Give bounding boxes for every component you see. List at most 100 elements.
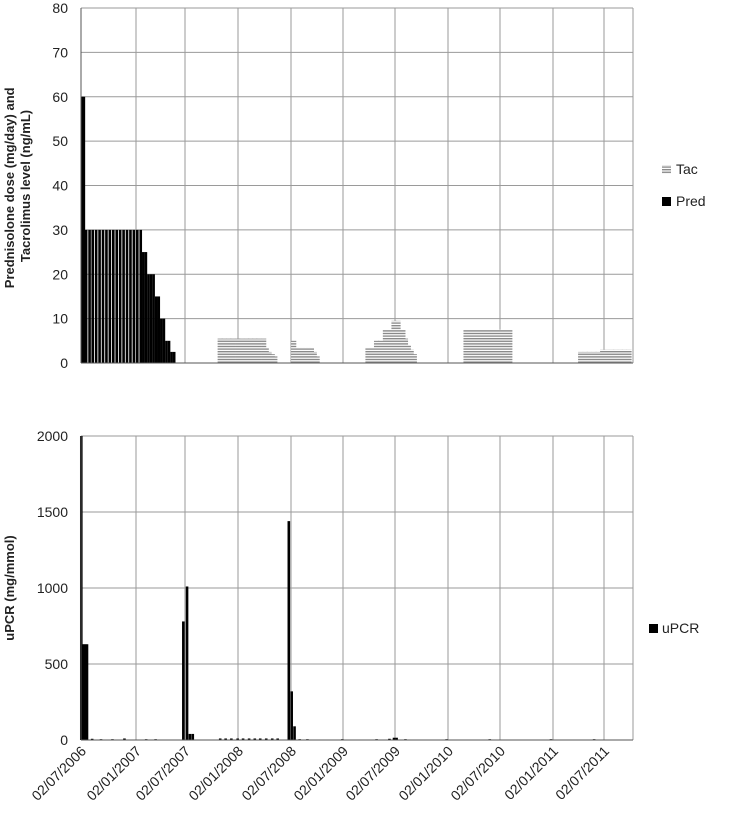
bar-tac (272, 356, 278, 363)
chart1-bars (80, 96, 632, 363)
chart2-ylabel: uPCR (mg/mmol) (2, 535, 17, 640)
bar-tac (472, 329, 478, 363)
bar-tac (386, 329, 393, 363)
bar-upcr (395, 737, 398, 740)
chart2-axes: 0 500 1000 1500 2000 (37, 428, 633, 748)
bar-tac (243, 338, 250, 363)
bar-upcr (287, 521, 291, 740)
bar-tac (626, 349, 632, 363)
bar-tac (476, 329, 482, 363)
bar-upcr (83, 644, 87, 740)
chart2-gridlines (80, 435, 634, 741)
bar-tac (612, 349, 619, 363)
bar-pred (115, 229, 119, 363)
bar-tac (247, 338, 254, 363)
bar-upcr (290, 691, 293, 740)
bar-pred (108, 229, 112, 363)
bar-pred (142, 252, 145, 363)
x-tick-label: 02/07/2010 (447, 743, 508, 804)
bar-upcr (392, 737, 396, 740)
legend-label-tac: Tac (676, 161, 698, 177)
y-tick-label: 0 (60, 732, 68, 748)
bar-pred (118, 229, 122, 363)
bar-tac (239, 338, 245, 363)
bar-tac (480, 329, 487, 363)
bar-tac (578, 351, 584, 363)
y-tick-label: 30 (52, 222, 68, 238)
chart-upcr: 0 500 1000 1500 2000 02/07/200602/01/200702/… (2, 428, 699, 804)
bar-pred (129, 229, 132, 363)
bar-tac (408, 349, 414, 363)
bar-tac (305, 347, 312, 363)
bar-tac (595, 351, 601, 363)
bar-tac (221, 338, 227, 363)
bar-tac (308, 347, 315, 363)
bar-tac (299, 347, 306, 363)
bar-upcr (191, 733, 195, 740)
x-tick-label: 02/07/2009 (342, 743, 403, 804)
legend-swatch-upcr (649, 624, 658, 633)
bar-pred (162, 318, 166, 363)
bar-upcr (185, 586, 189, 740)
x-tick-label: 02/07/2011 (552, 743, 612, 803)
bar-tac (604, 349, 610, 363)
legend-entry-pred: Pred (662, 193, 706, 209)
bar-pred (88, 229, 91, 363)
bar-tac (252, 338, 258, 363)
bar-upcr (236, 738, 239, 740)
bar-tac (291, 340, 297, 363)
bar-pred (165, 340, 168, 363)
x-tick-label: 02/07/2008 (238, 743, 299, 804)
bar-upcr (247, 738, 251, 740)
y-tick-label: 1500 (37, 504, 68, 520)
legend-swatch-tac (662, 165, 671, 174)
chart1-axes: 0 10 20 30 40 50 60 70 80 (52, 0, 633, 371)
bar-tac (586, 351, 592, 363)
bar-pred (94, 229, 98, 363)
y-tick-label: 0 (60, 355, 68, 371)
bar-tac (297, 347, 303, 363)
chart2-x-tick-labels: 02/07/200602/01/200702/07/200702/01/2008… (28, 743, 612, 804)
bar-tac (395, 320, 401, 363)
chart1-gridlines (80, 7, 634, 364)
x-tick-label: 02/07/2006 (28, 743, 89, 804)
y-tick-label: 50 (52, 133, 68, 149)
bar-tac (235, 338, 241, 363)
bar-tac (256, 338, 262, 363)
bar-tac (463, 329, 469, 363)
bar-pred (101, 229, 105, 363)
bar-tac (302, 347, 309, 363)
x-tick-label: 02/01/2011 (501, 743, 561, 803)
y-tick-label: 1000 (37, 580, 68, 596)
bar-tac (489, 329, 495, 363)
y-tick-label: 40 (52, 178, 68, 194)
y-tick-label: 20 (52, 266, 68, 282)
bar-pred (98, 229, 101, 363)
chart1-ylabel: Prednisolone dose (mg/day) and Tacrolimu… (2, 84, 33, 288)
bar-upcr (270, 738, 274, 740)
bar-upcr (81, 644, 85, 740)
bar-tac (382, 329, 389, 363)
x-tick-label: 02/01/2009 (290, 743, 351, 804)
bar-pred (91, 229, 95, 363)
chart1-ylabel-line2: Tacrolimus level (ng/mL) (18, 110, 33, 262)
bar-pred (152, 274, 155, 363)
legend-swatch-pred (662, 197, 671, 206)
y-tick-label: 2000 (37, 428, 68, 444)
bar-pred (147, 274, 150, 363)
bar-pred (144, 252, 148, 363)
bar-upcr (258, 738, 262, 740)
bar-upcr (276, 738, 279, 740)
bar-upcr (264, 738, 268, 740)
bar-pred (132, 229, 136, 363)
bar-tac (402, 338, 409, 363)
bar-upcr (90, 738, 94, 740)
bar-tac (314, 356, 320, 363)
bar-tac (591, 351, 597, 363)
bar-upcr (123, 738, 126, 740)
chart-dose-tacrolimus: 0 10 20 30 40 50 60 70 80 Prednisolone dose (mg/… (2, 0, 706, 371)
bar-tac (502, 329, 508, 363)
bar-upcr (218, 738, 222, 740)
legend-label-upcr: uPCR (662, 620, 699, 636)
